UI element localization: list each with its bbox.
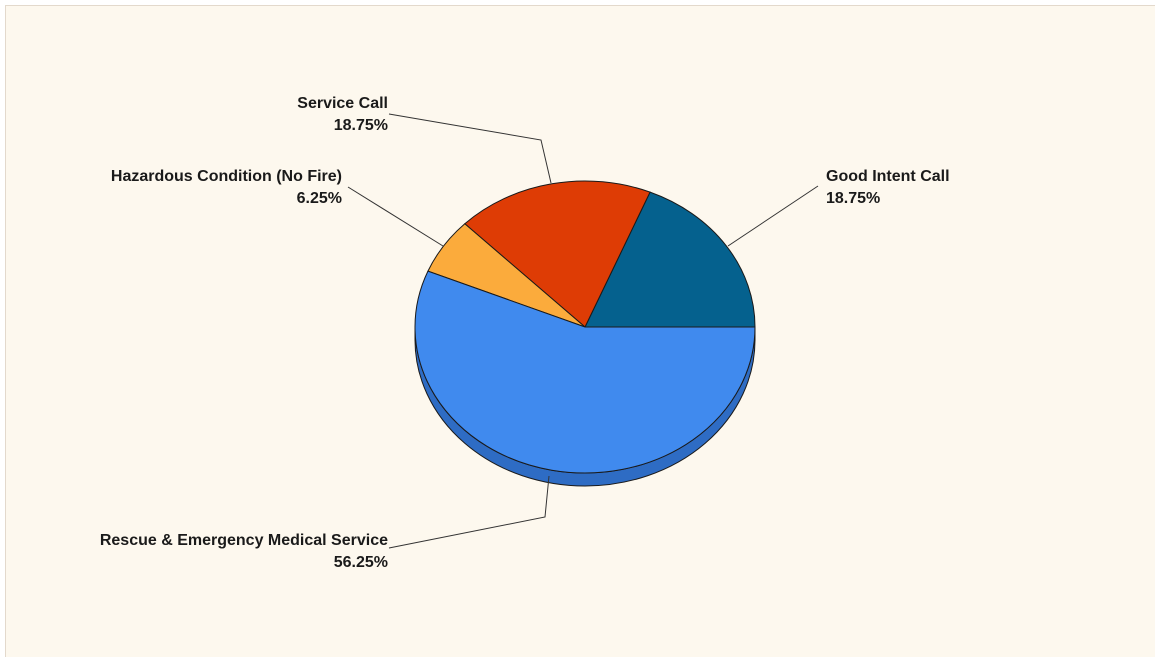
- label-service-call-name: Service Call: [297, 95, 388, 112]
- leader-lines: [347, 113, 819, 549]
- slice-service-call[interactable]: [464, 180, 651, 328]
- leader-line-rescue: [388, 475, 550, 549]
- slice-good-intent[interactable]: [584, 191, 756, 328]
- pie-slices: [414, 180, 756, 474]
- label-hazardous-name: Hazardous Condition (No Fire): [111, 168, 342, 185]
- leader-line-service-call: [388, 113, 552, 184]
- label-hazardous-percent: 6.25%: [297, 190, 342, 207]
- label-good-intent-percent: 18.75%: [826, 190, 880, 207]
- label-service-call-percent: 18.75%: [334, 117, 388, 134]
- label-rescue-percent: 56.25%: [334, 554, 388, 571]
- label-rescue-name: Rescue & Emergency Medical Service: [100, 532, 388, 549]
- slice-labels: Good Intent Call 18.75% Service Call 18.…: [100, 95, 950, 571]
- leader-line-good-intent: [727, 185, 819, 247]
- slice-rescue[interactable]: [414, 270, 756, 474]
- label-good-intent-name: Good Intent Call: [826, 168, 950, 185]
- leader-line-hazardous: [347, 186, 444, 247]
